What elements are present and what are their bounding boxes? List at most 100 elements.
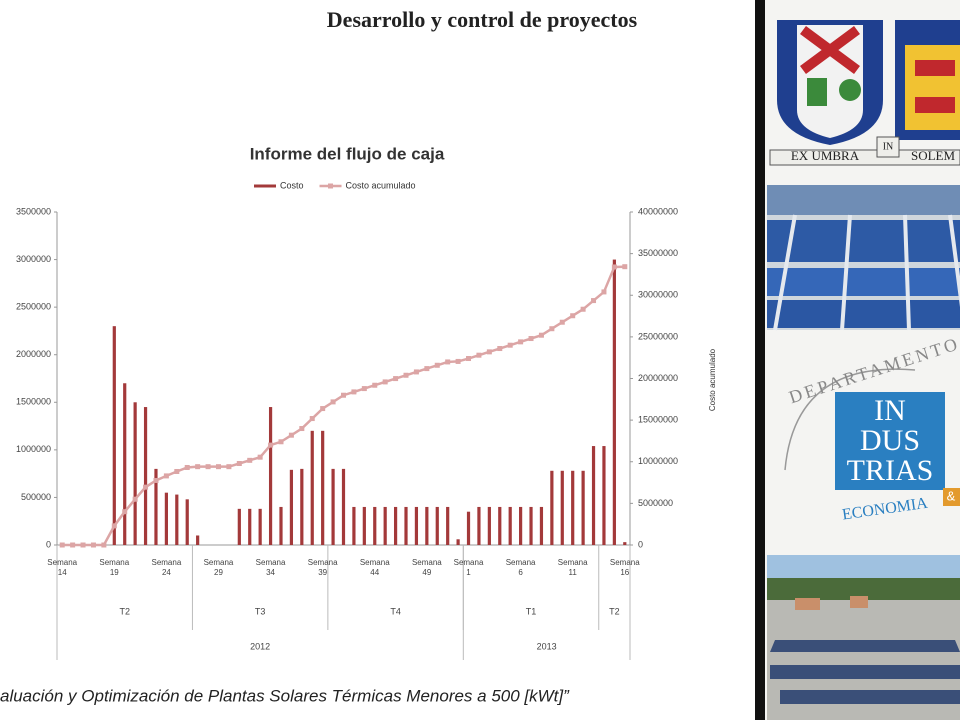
bar xyxy=(196,535,200,545)
line-marker xyxy=(80,542,86,548)
bar xyxy=(300,468,304,545)
bar xyxy=(571,470,575,545)
line-marker xyxy=(341,392,346,398)
bar xyxy=(268,407,273,545)
bar xyxy=(581,470,585,545)
sidebar-images: EX UMBRA IN SOLEM DEPARTAMENTO IN DUS TR… xyxy=(755,0,960,720)
y2-tick-label: 35000000 xyxy=(638,248,678,258)
bar xyxy=(362,506,366,545)
bar xyxy=(123,383,127,545)
line-marker xyxy=(445,359,451,365)
y-tick-label: 0 xyxy=(46,539,51,549)
bar xyxy=(143,407,148,545)
bar xyxy=(237,508,241,545)
bar xyxy=(383,506,387,545)
quarter-label: T2 xyxy=(119,606,130,616)
bar xyxy=(331,468,335,545)
line-marker xyxy=(288,432,294,438)
sidebar: EX UMBRA IN SOLEM DEPARTAMENTO IN DUS TR… xyxy=(755,0,960,720)
x-tick-label: Semana 11 xyxy=(557,558,588,577)
y-tick-label: 500000 xyxy=(21,492,51,502)
y2-tick-label: 10000000 xyxy=(638,456,678,466)
line-marker xyxy=(476,352,482,358)
line-marker xyxy=(601,289,607,295)
bar xyxy=(393,506,398,545)
y2-axis-label: Costo acumulado xyxy=(708,348,717,411)
bar xyxy=(185,499,189,545)
bar xyxy=(487,506,491,545)
bar xyxy=(560,470,564,545)
line-marker xyxy=(528,336,534,342)
line-marker xyxy=(111,523,117,529)
bar xyxy=(612,259,616,545)
line-marker xyxy=(591,298,597,304)
x-tick-label: Semana 39 xyxy=(307,558,338,577)
y2-tick-label: 15000000 xyxy=(638,415,678,425)
slide-footer: aluación y Optimización de Plantas Solar… xyxy=(0,686,570,705)
bar xyxy=(279,506,283,545)
chart: Desarrollo y control de proyectos Inform… xyxy=(0,7,717,705)
line-marker xyxy=(403,372,409,378)
line-marker xyxy=(101,542,107,548)
y2-tick-label: 5000000 xyxy=(638,498,673,508)
line-marker xyxy=(497,346,503,352)
crest-motto: EX UMBRA xyxy=(791,148,860,163)
department-name: IN xyxy=(874,394,906,427)
bar xyxy=(550,470,554,545)
bar xyxy=(133,402,137,545)
rooftop-photo xyxy=(767,555,960,720)
bar xyxy=(310,430,314,545)
x-tick-label: Semana 6 xyxy=(505,558,536,577)
line-marker xyxy=(351,389,357,395)
bar xyxy=(164,492,168,545)
line-marker xyxy=(143,484,149,490)
line-marker xyxy=(278,439,284,445)
bar xyxy=(477,506,481,545)
y-tick-label: 3500000 xyxy=(16,206,51,216)
line-marker xyxy=(90,542,96,548)
line-marker xyxy=(257,454,263,460)
bar xyxy=(425,506,429,545)
bar xyxy=(414,506,419,545)
slide-main: Desarrollo y control de proyectos Inform… xyxy=(0,7,717,705)
legend-label: Costo xyxy=(280,180,304,190)
x-tick-label: Semana 24 xyxy=(151,558,182,577)
year-label: 2013 xyxy=(537,641,557,651)
y2-tick-label: 0 xyxy=(638,539,643,549)
bar xyxy=(404,506,408,545)
bar xyxy=(508,506,512,545)
line-marker xyxy=(247,457,253,463)
y-tick-label: 1500000 xyxy=(16,397,51,407)
line-marker xyxy=(622,264,628,270)
line-marker xyxy=(580,306,586,312)
quarter-label: T1 xyxy=(526,606,537,616)
y-tick-label: 2500000 xyxy=(16,302,51,312)
bar xyxy=(341,468,346,545)
bar xyxy=(289,469,294,545)
quarter-label: T2 xyxy=(609,606,620,616)
bar xyxy=(456,539,460,545)
department-name: DUS xyxy=(860,424,920,457)
line-marker xyxy=(549,326,555,332)
line-marker xyxy=(320,406,326,412)
bar xyxy=(529,506,533,545)
line-marker xyxy=(226,464,232,470)
x-tick-label: Semana 19 xyxy=(99,558,130,577)
line-marker xyxy=(330,399,336,405)
legend-label: Costo acumulado xyxy=(346,180,416,190)
x-tick-label: Semana 29 xyxy=(203,558,234,577)
department-name: TRIAS xyxy=(847,454,934,487)
bar xyxy=(112,326,116,545)
x-tick-label: Semana 16 xyxy=(609,558,640,577)
line-marker xyxy=(153,477,159,483)
bar xyxy=(623,542,627,545)
line-marker xyxy=(434,362,440,368)
bar xyxy=(352,506,356,545)
line-marker xyxy=(518,339,524,345)
y2-tick-label: 30000000 xyxy=(638,290,678,300)
bar xyxy=(248,508,252,545)
x-tick-label: Semana 49 xyxy=(411,558,442,577)
bar xyxy=(602,446,606,545)
bar xyxy=(498,506,502,545)
